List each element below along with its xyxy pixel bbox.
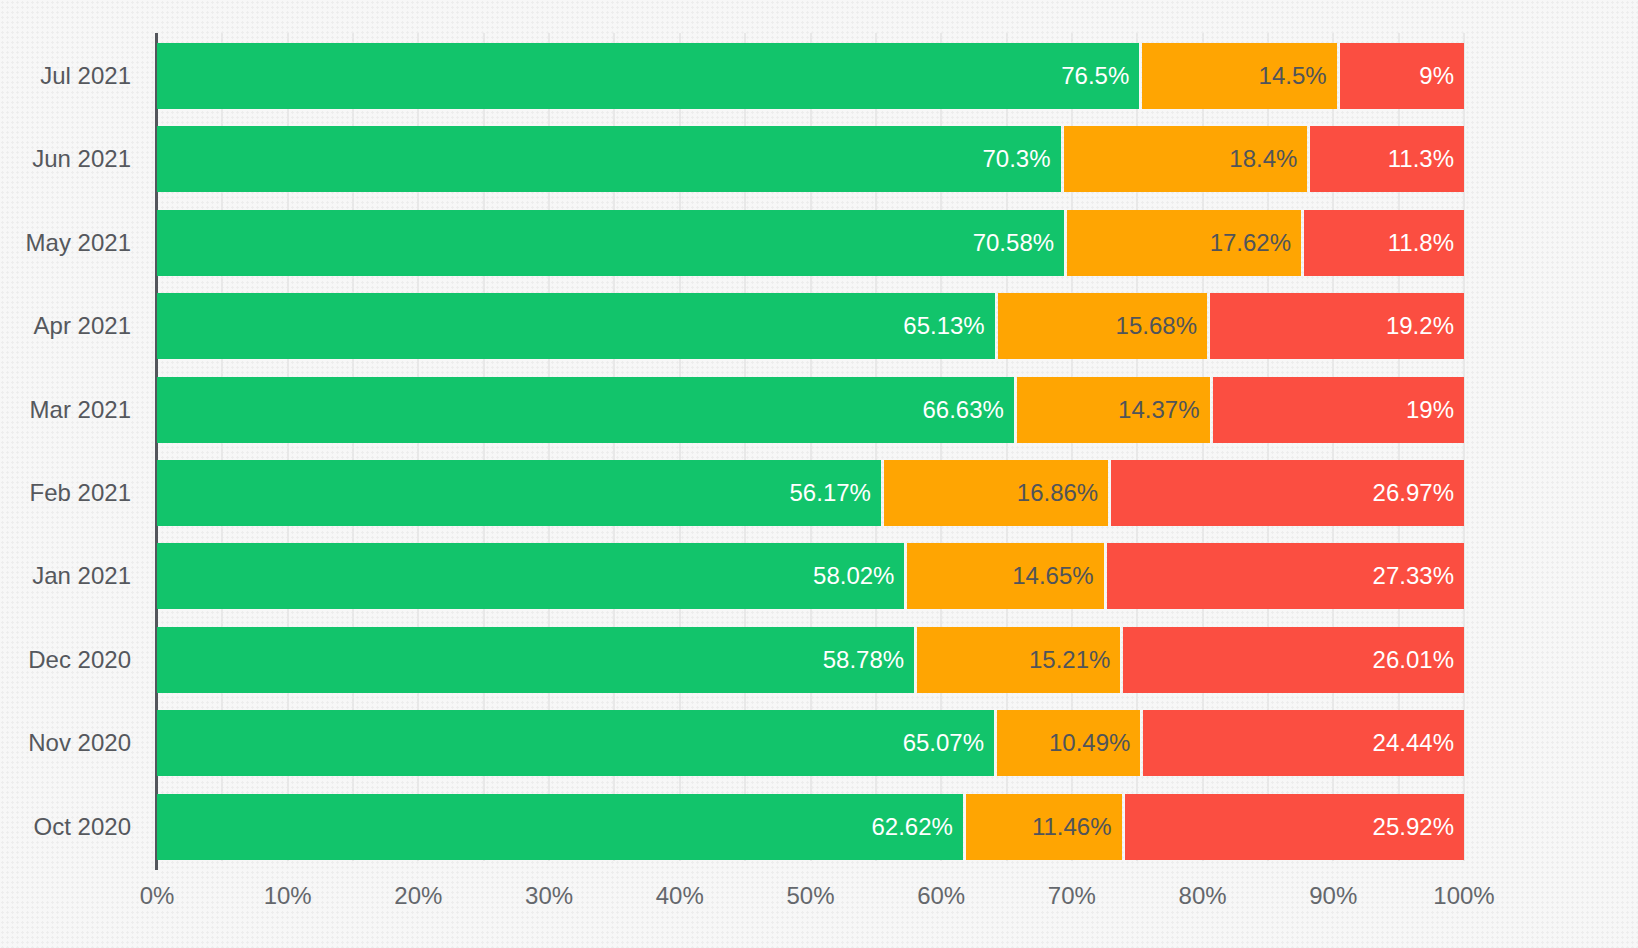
bar-value-label: 24.44% — [1373, 729, 1454, 757]
category-label: Jun 2021 — [0, 126, 131, 192]
bar-segment[interactable]: 14.37% — [1017, 377, 1210, 443]
stacked-bar-chart: Jul 2021 Jun 2021 May 2021 Apr 2021 Mar 2021… — [0, 0, 1638, 948]
category-label: Apr 2021 — [0, 293, 131, 359]
bar-value-label: 15.68% — [1116, 312, 1197, 340]
bar-rows: 76.5% 14.5% 9% 70.3% 18.4% 11.3% 70.58% … — [157, 43, 1464, 860]
bar-row: 62.62% 11.46% 25.92% — [157, 794, 1464, 860]
bar-value-label: 11.46% — [1032, 813, 1112, 841]
bar-value-label: 76.5% — [1061, 62, 1129, 90]
bar-segment[interactable]: 14.65% — [907, 543, 1103, 609]
bar-row: 65.13% 15.68% 19.2% — [157, 293, 1464, 359]
bar-segment[interactable]: 15.68% — [998, 293, 1207, 359]
bar-value-label: 65.13% — [903, 312, 984, 340]
bar-segment[interactable]: 58.78% — [157, 627, 914, 693]
category-label: Mar 2021 — [0, 377, 131, 443]
bar-segment[interactable]: 24.44% — [1143, 710, 1464, 776]
category-label: Nov 2020 — [0, 710, 131, 776]
bar-value-label: 19% — [1406, 396, 1454, 424]
bar-segment[interactable]: 27.33% — [1107, 543, 1464, 609]
x-tick-label: 70% — [1048, 880, 1096, 912]
x-tick-label: 30% — [525, 880, 573, 912]
bar-segment[interactable]: 70.58% — [157, 210, 1064, 276]
bar-row: 76.5% 14.5% 9% — [157, 43, 1464, 109]
category-label: Oct 2020 — [0, 794, 131, 860]
bar-segment[interactable]: 11.3% — [1310, 126, 1464, 192]
category-label: May 2021 — [0, 210, 131, 276]
bar-value-label: 10.49% — [1049, 729, 1130, 757]
bar-segment[interactable]: 66.63% — [157, 377, 1014, 443]
x-tick-label: 0% — [140, 880, 175, 912]
bar-value-label: 11.8% — [1388, 229, 1454, 257]
bar-value-label: 14.5% — [1259, 62, 1327, 90]
bar-segment[interactable]: 26.01% — [1123, 627, 1464, 693]
x-axis-tick-labels: 0% 10% 20% 30% 40% 50% 60% 70% 80% 90% 100% — [0, 880, 1638, 914]
bar-row: 66.63% 14.37% 19% — [157, 377, 1464, 443]
bar-segment[interactable]: 18.4% — [1064, 126, 1308, 192]
bar-value-label: 26.01% — [1373, 646, 1454, 674]
bar-value-label: 58.78% — [823, 646, 904, 674]
x-tick-label: 60% — [917, 880, 965, 912]
bar-segment[interactable]: 11.46% — [966, 794, 1122, 860]
bar-segment[interactable]: 17.62% — [1067, 210, 1301, 276]
bar-segment[interactable]: 9% — [1340, 43, 1464, 109]
bar-segment[interactable]: 76.5% — [157, 43, 1139, 109]
x-tick-label: 100% — [1433, 880, 1494, 912]
bar-segment[interactable]: 19% — [1213, 377, 1464, 443]
bar-value-label: 16.86% — [1017, 479, 1098, 507]
bar-value-label: 15.21% — [1029, 646, 1110, 674]
bar-segment[interactable]: 62.62% — [157, 794, 963, 860]
x-tick-label: 80% — [1179, 880, 1227, 912]
bar-segment[interactable]: 56.17% — [157, 460, 881, 526]
bar-value-label: 62.62% — [872, 813, 953, 841]
bar-value-label: 14.65% — [1012, 562, 1093, 590]
bar-value-label: 25.92% — [1373, 813, 1454, 841]
bar-value-label: 70.58% — [973, 229, 1054, 257]
bar-segment[interactable]: 25.92% — [1125, 794, 1464, 860]
bar-segment[interactable]: 19.2% — [1210, 293, 1464, 359]
bar-segment[interactable]: 11.8% — [1304, 210, 1464, 276]
bar-value-label: 19.2% — [1386, 312, 1454, 340]
category-label: Jan 2021 — [0, 543, 131, 609]
category-axis-labels: Jul 2021 Jun 2021 May 2021 Apr 2021 Mar 2021… — [0, 43, 131, 860]
bar-segment[interactable]: 65.07% — [157, 710, 994, 776]
bar-row: 56.17% 16.86% 26.97% — [157, 460, 1464, 526]
bar-value-label: 9% — [1419, 62, 1454, 90]
bar-value-label: 18.4% — [1229, 145, 1297, 173]
x-tick-label: 90% — [1309, 880, 1357, 912]
bar-value-label: 26.97% — [1373, 479, 1454, 507]
bar-value-label: 27.33% — [1373, 562, 1454, 590]
x-tick-label: 10% — [264, 880, 312, 912]
bar-segment[interactable]: 58.02% — [157, 543, 904, 609]
bar-segment[interactable]: 15.21% — [917, 627, 1120, 693]
category-label: Jul 2021 — [0, 43, 131, 109]
bar-segment[interactable]: 14.5% — [1142, 43, 1336, 109]
bar-row: 70.58% 17.62% 11.8% — [157, 210, 1464, 276]
bar-segment[interactable]: 70.3% — [157, 126, 1061, 192]
category-label: Feb 2021 — [0, 460, 131, 526]
x-tick-label: 40% — [656, 880, 704, 912]
bar-value-label: 58.02% — [813, 562, 894, 590]
bar-value-label: 65.07% — [903, 729, 984, 757]
bar-segment[interactable]: 10.49% — [997, 710, 1140, 776]
bar-row: 65.07% 10.49% 24.44% — [157, 710, 1464, 776]
bar-row: 70.3% 18.4% 11.3% — [157, 126, 1464, 192]
bar-row: 58.78% 15.21% 26.01% — [157, 627, 1464, 693]
bar-value-label: 17.62% — [1210, 229, 1291, 257]
bar-value-label: 66.63% — [922, 396, 1003, 424]
bar-segment[interactable]: 16.86% — [884, 460, 1108, 526]
bar-segment[interactable]: 65.13% — [157, 293, 995, 359]
bar-value-label: 70.3% — [982, 145, 1050, 173]
bar-row: 58.02% 14.65% 27.33% — [157, 543, 1464, 609]
bar-value-label: 56.17% — [790, 479, 871, 507]
bar-segment[interactable]: 26.97% — [1111, 460, 1464, 526]
bar-value-label: 14.37% — [1118, 396, 1199, 424]
x-tick-label: 20% — [394, 880, 442, 912]
category-label: Dec 2020 — [0, 627, 131, 693]
bar-value-label: 11.3% — [1388, 145, 1454, 173]
x-tick-label: 50% — [786, 880, 834, 912]
